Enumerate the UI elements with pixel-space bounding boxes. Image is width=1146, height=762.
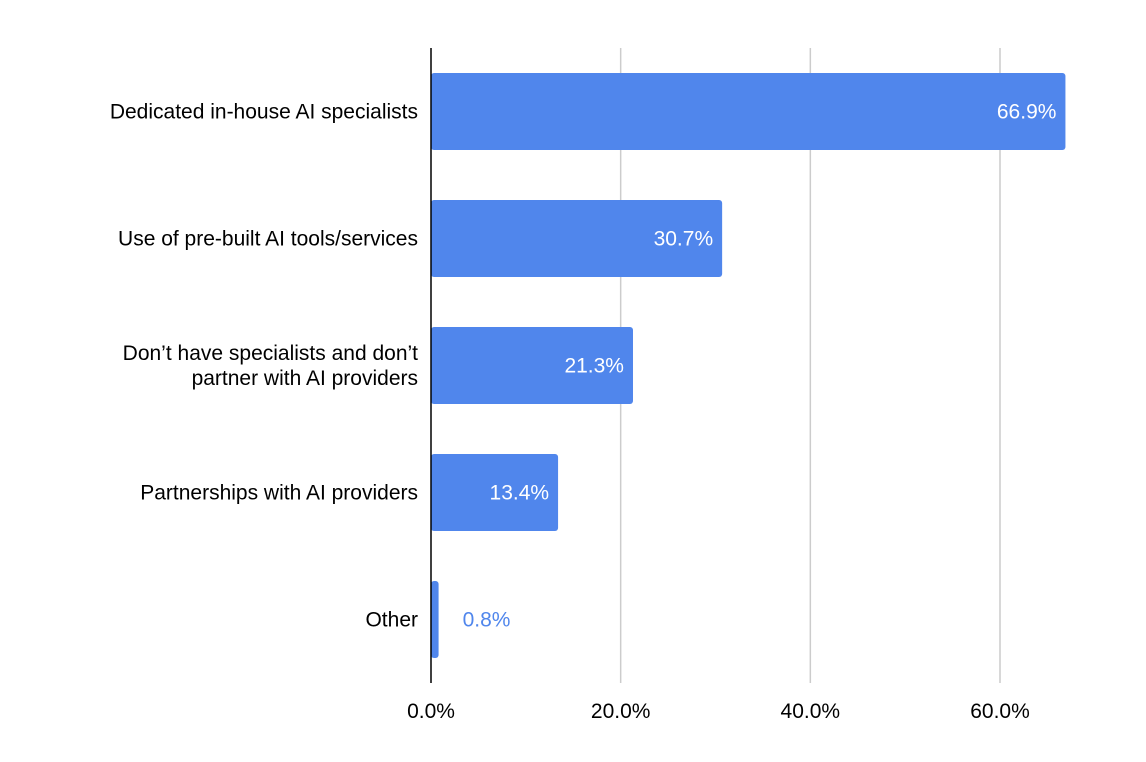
category-label: Don’t have specialists and don’t partner …: [123, 342, 419, 390]
category-labels: Dedicated in-house AI specialists Use of …: [110, 101, 418, 632]
bars: [431, 73, 1066, 658]
x-tick-label: 20.0%: [591, 700, 651, 723]
data-label: 13.4%: [490, 482, 550, 505]
data-label: 21.3%: [564, 355, 624, 378]
x-tick-label: 40.0%: [781, 700, 841, 723]
bar: [431, 327, 633, 404]
data-labels: 66.9% 30.7% 21.3% 13.4% 0.8%: [463, 101, 1057, 632]
bar: [431, 200, 723, 277]
category-label: Other: [365, 609, 418, 632]
x-tick-label: 60.0%: [970, 700, 1030, 723]
bar: [431, 73, 1066, 150]
category-label: Use of pre-built AI tools/services: [118, 228, 418, 251]
category-label-line: partner with AI providers: [192, 367, 418, 390]
data-label: 66.9%: [997, 101, 1057, 124]
category-label-line: Dedicated in-house AI specialists: [110, 101, 418, 124]
data-label: 0.8%: [463, 609, 511, 632]
data-label: 30.7%: [654, 228, 714, 251]
category-label-line: Partnerships with AI providers: [140, 482, 418, 505]
bar: [431, 454, 559, 531]
x-tick-labels: 0.0% 20.0% 40.0% 60.0%: [407, 700, 1030, 723]
category-label: Dedicated in-house AI specialists: [110, 101, 418, 124]
category-label-line: Use of pre-built AI tools/services: [118, 228, 418, 251]
category-label-line: Don’t have specialists and don’t: [123, 342, 419, 365]
category-label-line: Other: [365, 609, 418, 632]
x-tick-label: 0.0%: [407, 700, 455, 723]
category-label: Partnerships with AI providers: [140, 482, 418, 505]
bar: [431, 581, 439, 658]
